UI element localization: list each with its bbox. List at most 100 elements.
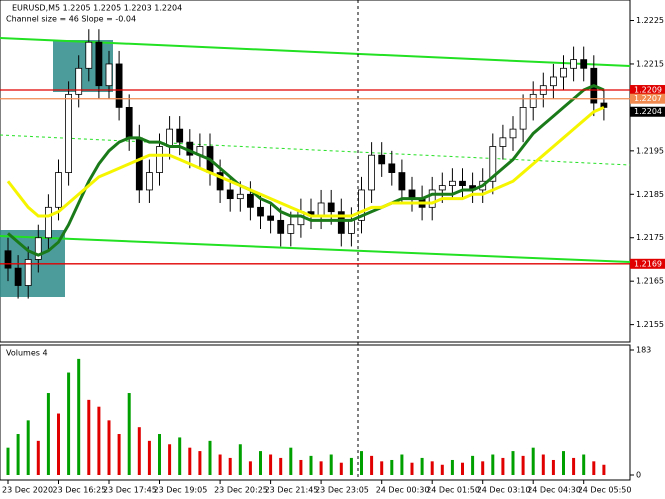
volume-bar xyxy=(329,454,333,475)
y-tick-label: 1.2185 xyxy=(636,190,664,199)
volume-bar xyxy=(582,454,586,475)
volume-bar xyxy=(248,461,252,475)
volume-bar xyxy=(16,434,20,475)
volume-bar xyxy=(592,461,596,475)
volume-tick-label: 0 xyxy=(636,471,641,480)
volume-bar xyxy=(6,447,10,475)
y-tick-label: 1.2165 xyxy=(636,277,664,286)
volume-bar xyxy=(531,447,535,475)
x-tick-label: 23 Dec 23:05 xyxy=(315,486,369,495)
candle-body xyxy=(509,128,517,139)
volume-bar xyxy=(218,454,222,475)
candle-body xyxy=(115,63,123,108)
volume-bar xyxy=(107,420,111,475)
candle-body xyxy=(216,172,224,191)
channel-lower xyxy=(0,235,631,263)
volume-bar xyxy=(339,462,343,475)
candle-body xyxy=(378,154,386,165)
candle-body xyxy=(499,137,507,147)
candle-body xyxy=(287,224,295,234)
volume-bar xyxy=(562,451,565,475)
price-tag-label: 1.2169 xyxy=(634,259,662,268)
candle-body xyxy=(337,211,345,234)
volume-bar xyxy=(390,459,394,475)
candle-body xyxy=(236,193,244,200)
price-tag-label: 1.2204 xyxy=(634,107,662,116)
volume-bar xyxy=(420,457,424,475)
volume-bar xyxy=(228,457,232,475)
x-tick-label: 23 Dec 20:25 xyxy=(214,486,268,495)
volume-bar xyxy=(541,454,545,475)
candle-body xyxy=(317,202,325,217)
candle-body xyxy=(448,180,456,187)
price-tag xyxy=(630,258,665,269)
chart-title: EURUSD,M5 1.2205 1.2205 1.2203 1.2204 xyxy=(12,4,182,13)
candle-body xyxy=(75,67,83,95)
price-tag-label: 1.2207 xyxy=(634,94,662,103)
volume-bar xyxy=(208,440,212,475)
volume-bar xyxy=(279,457,283,475)
candle-body xyxy=(55,172,62,208)
volume-bar xyxy=(521,455,525,475)
candle-body xyxy=(388,163,396,173)
volume-bar xyxy=(238,444,242,475)
candle-body xyxy=(267,215,275,221)
y-tick-label: 1.2225 xyxy=(636,16,664,25)
candle-body xyxy=(550,76,557,87)
y-tick-label: 1.2175 xyxy=(636,233,664,242)
x-tick-label: 24 Dec 00:30 xyxy=(376,486,430,495)
y-tick-label: 1.2155 xyxy=(636,320,664,329)
volume-bar xyxy=(57,413,60,475)
candle-body xyxy=(24,259,32,286)
candle-body xyxy=(347,219,355,234)
volume-bar xyxy=(46,393,50,475)
moving-average xyxy=(7,84,605,257)
price-tag-label: 1.2209 xyxy=(634,86,662,95)
candle-body xyxy=(246,193,254,208)
volume-bar xyxy=(67,372,71,475)
candle-body xyxy=(14,267,22,286)
volume-bar xyxy=(370,455,374,475)
candle-body xyxy=(65,93,72,173)
volume-bar xyxy=(410,462,414,475)
candle-body xyxy=(459,180,466,187)
price-tag xyxy=(630,106,665,117)
volume-bar xyxy=(259,451,262,475)
volume-bar xyxy=(450,459,454,475)
volume-bar xyxy=(360,451,363,475)
x-tick-label: 24 Dec 03:10 xyxy=(477,486,531,495)
candle-body xyxy=(398,172,406,191)
volume-bar xyxy=(461,462,464,475)
candle-body xyxy=(105,63,113,87)
x-tick-label: 23 Dec 21:45 xyxy=(265,486,319,495)
candle-body xyxy=(95,41,103,87)
price-tag xyxy=(630,85,665,96)
volume-bar xyxy=(127,393,131,475)
channel-upper xyxy=(0,37,631,67)
volume-bar xyxy=(289,447,293,475)
candle-body xyxy=(156,146,163,173)
candle-body xyxy=(226,189,234,200)
candle-body xyxy=(529,93,537,108)
candle-body xyxy=(570,59,577,69)
volume-bar xyxy=(501,457,505,475)
candle-body xyxy=(560,67,567,78)
candle-body xyxy=(358,189,365,221)
candle-body xyxy=(176,128,184,143)
volume-bar xyxy=(198,451,202,475)
volume-bar xyxy=(87,399,91,475)
volume-bar xyxy=(319,461,323,475)
candle-body xyxy=(600,102,608,108)
volume-bar xyxy=(137,427,141,475)
x-tick-label: 24 Dec 04:30 xyxy=(527,486,581,495)
candle-body xyxy=(257,206,264,217)
x-tick-label: 24 Dec 01:50 xyxy=(426,486,480,495)
candle-body xyxy=(438,185,446,191)
volume-tick-label: 183 xyxy=(636,346,651,355)
volume-bar xyxy=(299,459,303,475)
y-tick-label: 1.2215 xyxy=(636,59,664,68)
candle-body xyxy=(489,146,497,182)
x-tick-label: 24 Dec 05:50 xyxy=(578,486,632,495)
volume-bar xyxy=(269,454,273,475)
candle-body xyxy=(580,59,588,69)
